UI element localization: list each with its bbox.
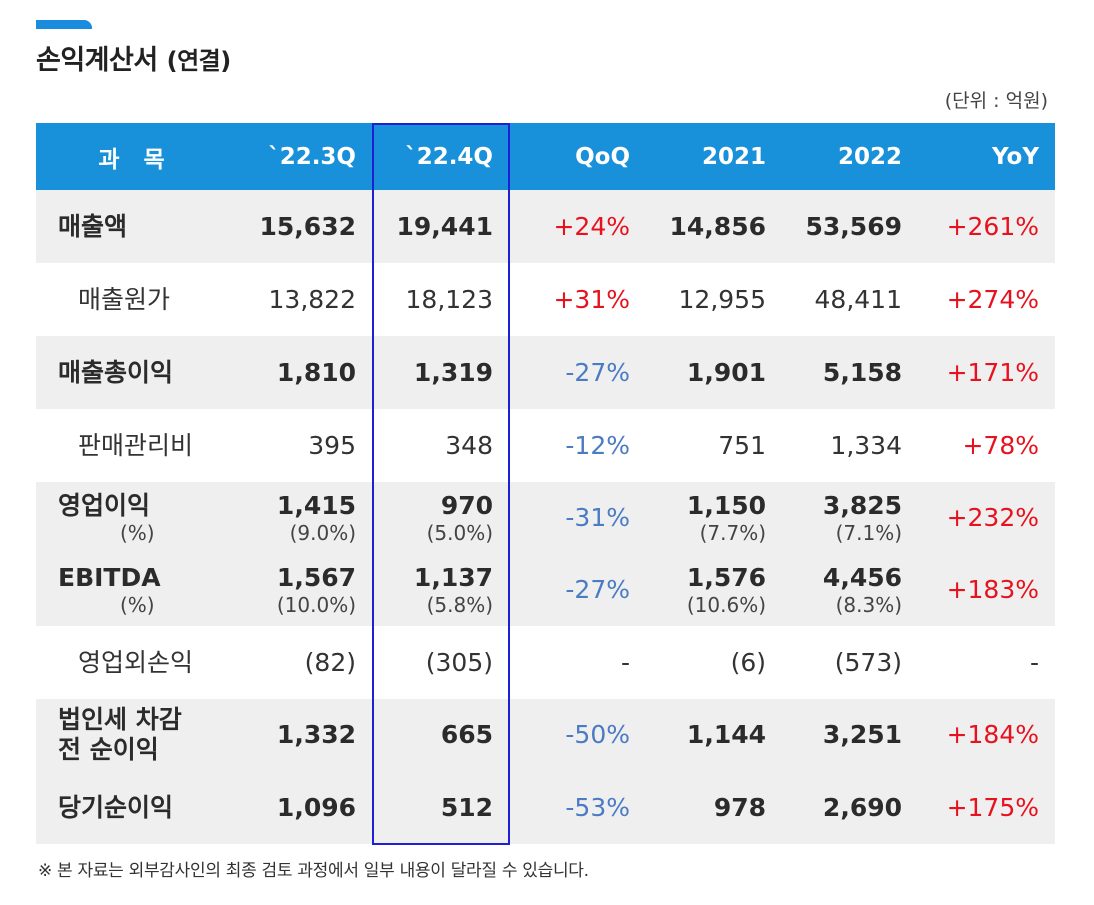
cell-2021: 978 [646, 771, 782, 844]
row-label: 영업이익 (%) [36, 482, 235, 554]
row-label: 판매관리비 [78, 430, 194, 460]
title-accent-bar [36, 20, 92, 29]
cell-yoy: +183% [918, 554, 1055, 626]
cell-qoq: -27% [509, 336, 646, 409]
cell-2021: 12,955 [678, 284, 766, 314]
cell-yoy: +261% [918, 190, 1055, 263]
cell-qoq: -12% [565, 430, 630, 460]
cell-22-4q: 512 [372, 771, 509, 844]
cell-22-3q: (82) [304, 647, 356, 677]
cell-2021: (6) [730, 647, 766, 677]
footnote: ※ 본 자료는 외부감사인의 최종 검토 과정에서 일부 내용이 달라질 수 있… [38, 861, 589, 881]
cell-yoy: +232% [918, 482, 1055, 554]
cell-qoq: +24% [509, 190, 646, 263]
cell-22-3q: 15,632 [235, 190, 372, 263]
row-label: 매출원가 [78, 284, 171, 314]
cell-22-3q: 1,567 (10.0%) [235, 554, 372, 626]
table-header-row: 과 목 `22.3Q `22.4Q QoQ 2021 2022 YoY [36, 123, 1055, 190]
cell-22-4q: 19,441 [372, 190, 509, 263]
cell-2022: 3,251 [782, 699, 918, 771]
header-qoq: QoQ [509, 123, 646, 190]
header-22-3q: `22.3Q [235, 123, 372, 190]
income-statement-table: 과 목 `22.3Q `22.4Q QoQ 2021 2022 YoY 매출액 … [36, 123, 1055, 844]
header-2021: 2021 [646, 123, 782, 190]
table-row: 영업이익 (%) 1,415 (9.0%) 970 (5.0%) -31% 1,15… [36, 482, 1055, 554]
table-row: 판매관리비 395 348 -12% 751 1,334 +78% [36, 409, 1055, 482]
table-row: 당기순이익 1,096 512 -53% 978 2,690 +175% [36, 771, 1055, 844]
header-yoy: YoY [918, 123, 1055, 190]
row-label: 매출액 [36, 190, 235, 263]
cell-22-3q: 1,415 (9.0%) [235, 482, 372, 554]
cell-22-3q: 13,822 [268, 284, 356, 314]
cell-22-4q: (305) [425, 647, 493, 677]
table-row: 매출총이익 1,810 1,319 -27% 1,901 5,158 +171% [36, 336, 1055, 409]
cell-22-3q: 1,096 [235, 771, 372, 844]
cell-2022: 5,158 [782, 336, 918, 409]
cell-22-4q: 1,137 (5.8%) [372, 554, 509, 626]
cell-yoy: +184% [918, 699, 1055, 771]
table-row: 매출원가 13,822 18,123 +31% 12,955 48,411 +2… [36, 263, 1055, 336]
cell-2021: 14,856 [646, 190, 782, 263]
cell-22-3q: 1,810 [235, 336, 372, 409]
row-label: 법인세 차감 전 순이익 [36, 699, 235, 771]
table-row: EBITDA (%) 1,567 (10.0%) 1,137 (5.8%) -27%… [36, 554, 1055, 626]
cell-22-3q: 395 [308, 430, 356, 460]
header-22-4q: `22.4Q [372, 123, 509, 190]
cell-2022: 3,825 (7.1%) [782, 482, 918, 554]
row-label: EBITDA (%) [36, 554, 235, 626]
cell-2021: 1,901 [646, 336, 782, 409]
cell-yoy: +78% [962, 430, 1039, 460]
row-label: 매출총이익 [36, 336, 235, 409]
cell-2021: 1,576 (10.6%) [646, 554, 782, 626]
cell-22-4q: 970 (5.0%) [372, 482, 509, 554]
cell-qoq: - [620, 647, 630, 677]
table-row: 매출액 15,632 19,441 +24% 14,856 53,569 +26… [36, 190, 1055, 263]
cell-2022: 1,334 [830, 430, 902, 460]
header-2022: 2022 [782, 123, 918, 190]
page-title: 손익계산서 (연결) [36, 45, 231, 76]
cell-2021: 751 [718, 430, 766, 460]
cell-2022: 53,569 [782, 190, 918, 263]
unit-label: (단위 : 억원) [944, 90, 1048, 112]
row-label: 영업외손익 [78, 647, 194, 677]
cell-2022: 48,411 [814, 284, 902, 314]
header-item: 과 목 [36, 123, 235, 190]
cell-2021: 1,150 (7.7%) [646, 482, 782, 554]
cell-22-4q: 18,123 [405, 284, 493, 314]
cell-qoq: -31% [509, 482, 646, 554]
cell-qoq: -50% [509, 699, 646, 771]
row-label: 당기순이익 [36, 771, 235, 844]
table-row: 영업외손익 (82) (305) - (6) (573) - [36, 626, 1055, 699]
cell-22-4q: 665 [372, 699, 509, 771]
cell-yoy: +171% [918, 336, 1055, 409]
cell-2022: (573) [834, 647, 902, 677]
cell-qoq: -27% [509, 554, 646, 626]
cell-qoq: +31% [553, 284, 630, 314]
cell-yoy: - [1029, 647, 1039, 677]
cell-yoy: +175% [918, 771, 1055, 844]
cell-yoy: +274% [946, 284, 1039, 314]
cell-qoq: -53% [509, 771, 646, 844]
table-row: 법인세 차감 전 순이익 1,332 665 -50% 1,144 3,251 … [36, 699, 1055, 771]
cell-22-4q: 348 [445, 430, 493, 460]
cell-22-3q: 1,332 [235, 699, 372, 771]
cell-2021: 1,144 [646, 699, 782, 771]
cell-2022: 4,456 (8.3%) [782, 554, 918, 626]
cell-22-4q: 1,319 [372, 336, 509, 409]
cell-2022: 2,690 [782, 771, 918, 844]
